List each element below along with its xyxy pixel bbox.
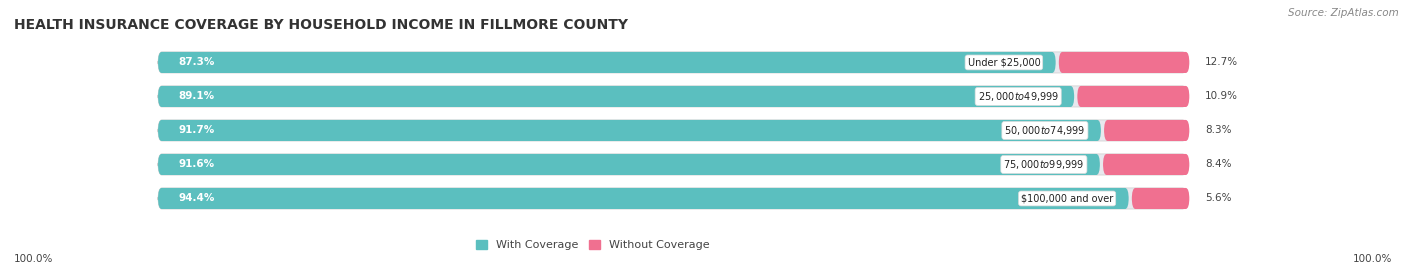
- Text: 5.6%: 5.6%: [1205, 193, 1232, 203]
- FancyBboxPatch shape: [1059, 52, 1189, 73]
- FancyBboxPatch shape: [157, 154, 1187, 175]
- FancyBboxPatch shape: [157, 86, 1187, 107]
- FancyBboxPatch shape: [157, 120, 1187, 141]
- Text: 100.0%: 100.0%: [1353, 254, 1392, 264]
- Text: 10.9%: 10.9%: [1205, 91, 1237, 101]
- Text: 89.1%: 89.1%: [179, 91, 215, 101]
- Text: $50,000 to $74,999: $50,000 to $74,999: [1004, 124, 1085, 137]
- Text: 100.0%: 100.0%: [14, 254, 53, 264]
- FancyBboxPatch shape: [1077, 86, 1189, 107]
- Text: $25,000 to $49,999: $25,000 to $49,999: [977, 90, 1059, 103]
- FancyBboxPatch shape: [157, 188, 1187, 209]
- FancyBboxPatch shape: [157, 52, 1187, 73]
- Text: Source: ZipAtlas.com: Source: ZipAtlas.com: [1288, 8, 1399, 18]
- Legend: With Coverage, Without Coverage: With Coverage, Without Coverage: [471, 235, 714, 255]
- FancyBboxPatch shape: [157, 52, 1056, 73]
- Text: Under $25,000: Under $25,000: [967, 58, 1040, 68]
- FancyBboxPatch shape: [1102, 154, 1189, 175]
- Text: $75,000 to $99,999: $75,000 to $99,999: [1004, 158, 1084, 171]
- Text: $100,000 and over: $100,000 and over: [1021, 193, 1114, 203]
- Text: 94.4%: 94.4%: [179, 193, 215, 203]
- Text: 8.4%: 8.4%: [1205, 160, 1232, 169]
- Text: 91.6%: 91.6%: [179, 160, 215, 169]
- FancyBboxPatch shape: [1104, 120, 1189, 141]
- FancyBboxPatch shape: [157, 86, 1074, 107]
- Text: 8.3%: 8.3%: [1205, 125, 1232, 136]
- FancyBboxPatch shape: [157, 154, 1099, 175]
- FancyBboxPatch shape: [157, 120, 1101, 141]
- Text: 87.3%: 87.3%: [179, 58, 215, 68]
- FancyBboxPatch shape: [1132, 188, 1189, 209]
- Text: 12.7%: 12.7%: [1205, 58, 1237, 68]
- Text: HEALTH INSURANCE COVERAGE BY HOUSEHOLD INCOME IN FILLMORE COUNTY: HEALTH INSURANCE COVERAGE BY HOUSEHOLD I…: [14, 18, 628, 32]
- FancyBboxPatch shape: [157, 188, 1129, 209]
- Text: 91.7%: 91.7%: [179, 125, 215, 136]
